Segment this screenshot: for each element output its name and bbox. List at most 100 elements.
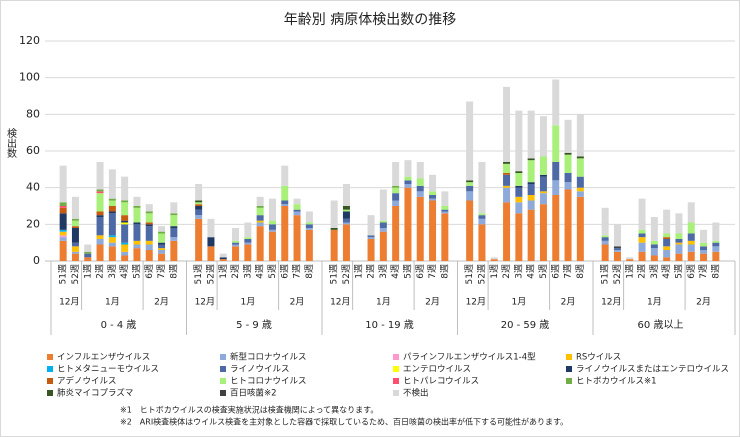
bar-segment (663, 209, 671, 234)
x-tick-label: 3週 (513, 264, 524, 279)
x-tick-label: 7週 (698, 264, 709, 279)
bar-segment (527, 184, 535, 195)
bar-segment (121, 222, 129, 225)
bar-segment (515, 110, 523, 172)
bar-segment (687, 233, 695, 241)
bar-segment (330, 228, 338, 230)
legend-label: ライノウイルス (230, 365, 290, 375)
legend-label: 百日咳菌※2 (230, 388, 277, 399)
bar-segment (527, 110, 535, 159)
bar-segment (281, 185, 289, 201)
bar-segment (232, 246, 240, 261)
bar-segment (170, 202, 178, 214)
bar-segment (700, 253, 708, 261)
x-tick-label: 1週 (218, 264, 229, 279)
bar-segment (429, 198, 437, 201)
footnote: ※1 ヒトボカウイルスの検査実施状況は検査機関によって異なります。 (120, 405, 378, 415)
bar-segment (638, 229, 646, 234)
bar-segment (281, 165, 289, 186)
bar-segment (663, 237, 671, 239)
bar-segment (687, 202, 695, 223)
legend-label: ライノウイルスまたはエンテロウイルス (576, 365, 729, 375)
bar-segment (404, 187, 412, 261)
legend-label: エンテロウイルス (403, 365, 471, 375)
month-label: 1月 (647, 297, 662, 308)
bar-segment (59, 229, 67, 232)
bar-segment (503, 163, 511, 173)
bar-segment (244, 222, 252, 238)
x-tick-label: 3週 (107, 264, 118, 279)
bar-segment (121, 224, 129, 243)
bar-segment (527, 158, 535, 161)
bar-segment (145, 211, 153, 214)
bar-segment (281, 200, 289, 205)
bar-segment (256, 226, 264, 261)
bar-segment (552, 195, 560, 261)
x-tick-label: 52週 (612, 264, 623, 284)
bar-segment (712, 242, 720, 247)
bar-segment (158, 226, 166, 232)
bar-segment (404, 176, 412, 181)
x-tick-label: 8週 (304, 264, 315, 279)
bar-segment (195, 209, 203, 216)
bar-segment (601, 240, 609, 245)
bar-segment (108, 237, 116, 243)
x-tick-label: 2週 (366, 264, 377, 279)
x-tick-label: 3週 (649, 264, 660, 279)
month-label: 12月 (466, 297, 486, 308)
bar-segment (121, 255, 129, 261)
bar-segment (490, 257, 498, 260)
bar-segment (59, 206, 67, 208)
bar-segment (638, 237, 646, 243)
y-tick-label: 0 (33, 254, 40, 267)
bar-segment (293, 204, 301, 210)
x-tick-label: 6週 (550, 264, 561, 279)
bar-segment (712, 222, 720, 241)
bar-segment (404, 180, 412, 184)
x-tick-label: 5週 (267, 264, 278, 279)
bar-segment (576, 158, 584, 177)
bar-segment (441, 211, 449, 214)
x-tick-label: 4週 (119, 264, 130, 279)
bar-segment (564, 173, 572, 183)
bar-segment (564, 152, 572, 155)
bar-segment (626, 259, 634, 261)
bar-segment (145, 240, 153, 245)
bar-segment (59, 213, 67, 230)
bar-segment (478, 218, 486, 225)
group-label: 10 - 19 歳 (365, 319, 414, 331)
legend-label: ヒトメタニューモウイルス (57, 365, 159, 375)
bar-segment (527, 200, 535, 210)
legend-label: 不検出 (403, 388, 429, 399)
x-tick-label: 52週 (70, 264, 81, 284)
bar-segment (700, 250, 708, 254)
x-tick-label: 8週 (168, 264, 179, 279)
bar-segment (539, 204, 547, 261)
bar-segment (121, 200, 129, 203)
bar-segment (133, 207, 141, 223)
y-axis-title: 検出数 (5, 127, 17, 159)
bar-segment (416, 191, 424, 197)
bar-segment (96, 215, 104, 217)
bar-segment (158, 231, 166, 234)
bar-segment (490, 259, 498, 261)
bar-segment (515, 185, 523, 188)
bar-segment (207, 237, 215, 247)
legend-swatch (393, 354, 399, 360)
x-tick-label: 2週 (637, 264, 648, 279)
bar-segment (416, 178, 424, 186)
bar-segment (71, 220, 79, 227)
bar-segment (576, 114, 584, 157)
bar-segment (170, 226, 178, 228)
bar-segment (71, 218, 79, 221)
bar-segment (170, 237, 178, 241)
bar-segment (613, 246, 621, 249)
x-tick-label: 4週 (255, 264, 266, 279)
legend-swatch (220, 354, 226, 360)
x-tick-label: 2週 (95, 264, 106, 279)
bar-segment (613, 250, 621, 252)
month-label: 12月 (330, 297, 350, 308)
month-label: 1月 (511, 297, 526, 308)
y-tick-label: 20 (26, 217, 40, 230)
month-label: 2月 (425, 297, 440, 308)
